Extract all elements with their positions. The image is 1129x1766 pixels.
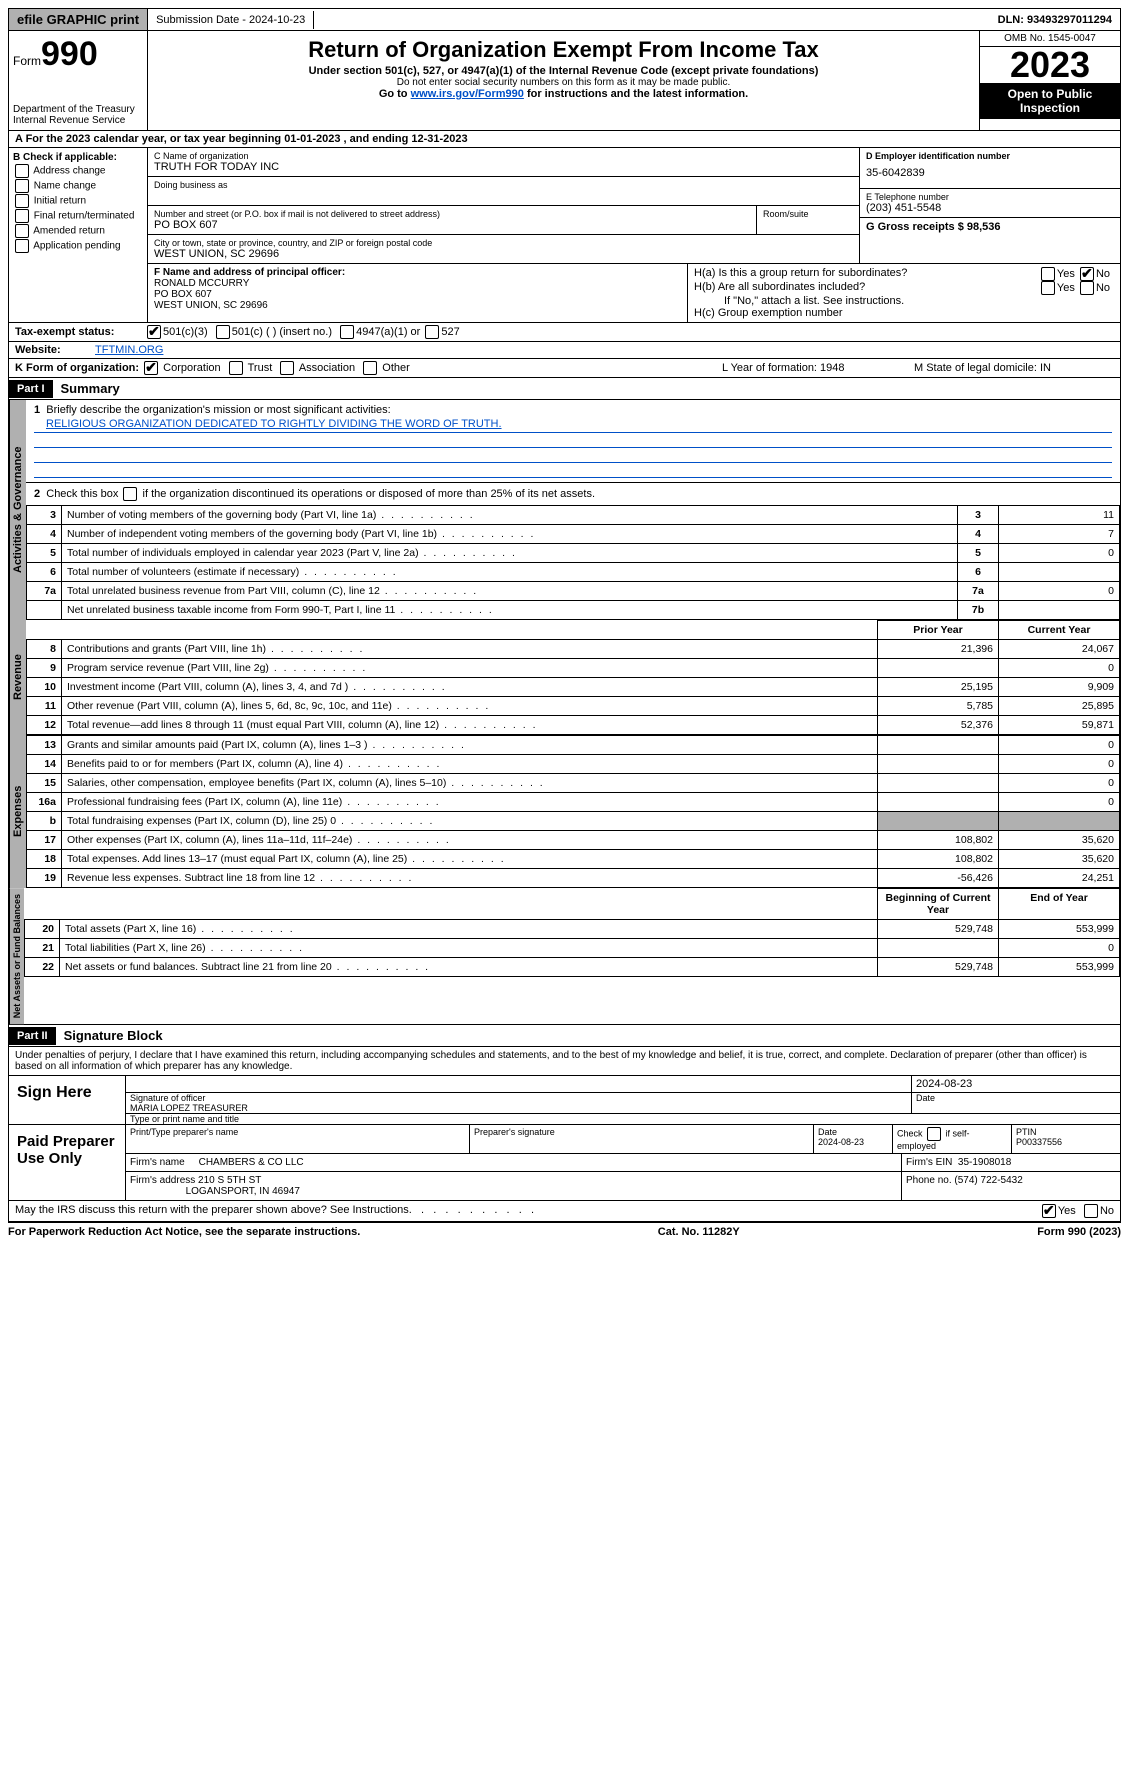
prep-sig-label: Preparer's signature [470, 1125, 814, 1153]
ssn-warning: Do not enter social security numbers on … [152, 77, 975, 88]
self-emp-checkbox[interactable] [927, 1127, 941, 1141]
box-b-option[interactable]: Amended return [13, 224, 143, 238]
org-name: TRUTH FOR TODAY INC [154, 161, 853, 173]
vtab-governance: Activities & Governance [9, 400, 26, 620]
box-b-option[interactable]: Final return/terminated [13, 209, 143, 223]
hb-no[interactable] [1080, 281, 1094, 295]
box-k-checkbox[interactable] [229, 361, 243, 375]
box-b-option[interactable]: Address change [13, 164, 143, 178]
cat-no: Cat. No. 11282Y [658, 1226, 740, 1238]
ptin: P00337556 [1016, 1137, 1062, 1147]
form-number: Form990 [13, 35, 143, 74]
year-formation: L Year of formation: 1948 [716, 359, 908, 377]
self-emp: Check if self-employed [893, 1125, 1012, 1153]
officer-name: RONALD MCCURRY [154, 278, 681, 289]
website-label: Website: [15, 344, 95, 356]
perjury-declaration: Under penalties of perjury, I declare th… [8, 1047, 1121, 1076]
vtab-net-assets: Net Assets or Fund Balances [9, 888, 24, 1024]
discuss-no[interactable] [1084, 1204, 1098, 1218]
top-toolbar: efile GRAPHIC print Submission Date - 20… [8, 8, 1121, 31]
city-label: City or town, state or province, country… [154, 238, 853, 248]
paperwork-notice: For Paperwork Reduction Act Notice, see … [8, 1226, 360, 1238]
form-subtitle: Under section 501(c), 527, or 4947(a)(1)… [152, 65, 975, 77]
website-link[interactable]: TFTMIN.ORG [95, 344, 163, 356]
street-label: Number and street (or P.O. box if mail i… [154, 209, 750, 219]
phone-label: E Telephone number [866, 192, 1114, 202]
part2-header: Part II [9, 1027, 56, 1045]
officer-addr1: PO BOX 607 [154, 289, 681, 300]
phone: (203) 451-5548 [866, 202, 1114, 214]
officer-addr2: WEST UNION, SC 29696 [154, 300, 681, 311]
mission-text[interactable]: RELIGIOUS ORGANIZATION DEDICATED TO RIGH… [46, 418, 502, 430]
dept-treasury: Department of the Treasury Internal Reve… [13, 104, 143, 126]
mission-label: Briefly describe the organization's miss… [46, 404, 390, 416]
tax-exempt-label: Tax-exempt status: [15, 326, 145, 338]
tax-year: 2023 [980, 47, 1120, 83]
vtab-revenue: Revenue [9, 620, 26, 735]
firm-addr2: LOGANSPORT, IN 46947 [186, 1186, 300, 1197]
org-name-label: C Name of organization [154, 151, 853, 161]
hb-yes[interactable] [1041, 281, 1055, 295]
firm-ein: 35-1908018 [958, 1157, 1011, 1168]
ein: 35-6042839 [866, 161, 1114, 185]
firm-name: CHAMBERS & CO LLC [199, 1157, 304, 1168]
dba-label: Doing business as [154, 180, 853, 190]
street: PO BOX 607 [154, 219, 750, 231]
box-b-option[interactable]: Initial return [13, 194, 143, 208]
sig-date-label: Date [912, 1093, 1120, 1113]
efile-print-button[interactable]: efile GRAPHIC print [9, 9, 148, 30]
prep-date: 2024-08-23 [818, 1137, 864, 1147]
box-k-checkbox[interactable] [280, 361, 294, 375]
h-a: H(a) Is this a group return for subordin… [694, 267, 930, 281]
officer-label: F Name and address of principal officer: [154, 267, 681, 278]
part1-header: Part I [9, 380, 53, 398]
goto-line: Go to www.irs.gov/Form990 for instructio… [152, 88, 975, 100]
sig-officer-label: Signature of officer [130, 1093, 907, 1103]
box-b-checklist: B Check if applicable: Address change Na… [9, 148, 148, 322]
firm-addr1: 210 S 5TH ST [198, 1175, 261, 1186]
527-checkbox[interactable] [425, 325, 439, 339]
vtab-expenses: Expenses [9, 735, 26, 888]
ha-yes[interactable] [1041, 267, 1055, 281]
h-b: H(b) Are all subordinates included? [694, 281, 930, 295]
discuss-yes[interactable] [1042, 1204, 1056, 1218]
h-c: H(c) Group exemption number [694, 307, 1114, 319]
part1-title: Summary [53, 378, 128, 399]
sign-here-label: Sign Here [9, 1076, 126, 1124]
room-label: Room/suite [763, 209, 853, 219]
line2-text: Check this box if the organization disco… [46, 488, 595, 500]
sig-officer-name: MARIA LOPEZ TREASURER [130, 1103, 907, 1113]
form-title: Return of Organization Exempt From Incom… [152, 37, 975, 63]
box-k-label: K Form of organization: [15, 362, 139, 374]
4947-checkbox[interactable] [340, 325, 354, 339]
box-k-checkbox[interactable] [363, 361, 377, 375]
type-name-label: Type or print name and title [126, 1114, 1120, 1124]
501c-checkbox[interactable] [216, 325, 230, 339]
form-footer: Form 990 (2023) [1037, 1226, 1121, 1238]
ein-label: D Employer identification number [866, 151, 1114, 161]
box-k-checkbox[interactable] [144, 361, 158, 375]
discuss-question: May the IRS discuss this return with the… [15, 1204, 1040, 1218]
state-domicile: M State of legal domicile: IN [908, 359, 1120, 377]
box-b-option[interactable]: Application pending [13, 239, 143, 253]
dln: DLN: 93493297011294 [990, 11, 1120, 29]
open-public-badge: Open to Public Inspection [980, 83, 1120, 119]
irs-link[interactable]: www.irs.gov/Form990 [411, 88, 524, 100]
line2-checkbox[interactable] [123, 487, 137, 501]
box-b-option[interactable]: Name change [13, 179, 143, 193]
gross-receipts: G Gross receipts $ 98,536 [866, 221, 1114, 233]
paid-preparer-label: Paid Preparer Use Only [9, 1125, 126, 1200]
firm-phone: (574) 722-5432 [954, 1175, 1022, 1186]
line-a-period: A For the 2023 calendar year, or tax yea… [8, 131, 1121, 148]
submission-date: Submission Date - 2024-10-23 [148, 11, 314, 29]
501c3-checkbox[interactable] [147, 325, 161, 339]
city: WEST UNION, SC 29696 [154, 248, 853, 260]
h-b-note: If "No," attach a list. See instructions… [694, 295, 1114, 307]
ha-no[interactable] [1080, 267, 1094, 281]
prep-name-label: Print/Type preparer's name [126, 1125, 470, 1153]
sign-date: 2024-08-23 [912, 1076, 1120, 1092]
part2-title: Signature Block [56, 1025, 171, 1046]
